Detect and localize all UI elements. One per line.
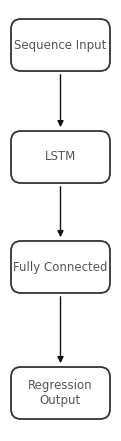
FancyBboxPatch shape (11, 367, 110, 419)
Text: Fully Connected: Fully Connected (13, 261, 108, 273)
FancyBboxPatch shape (11, 241, 110, 293)
FancyBboxPatch shape (11, 19, 110, 71)
Text: Sequence Input: Sequence Input (14, 38, 107, 52)
FancyBboxPatch shape (11, 131, 110, 183)
Text: LSTM: LSTM (45, 150, 76, 164)
Text: Regression
Output: Regression Output (28, 379, 93, 407)
